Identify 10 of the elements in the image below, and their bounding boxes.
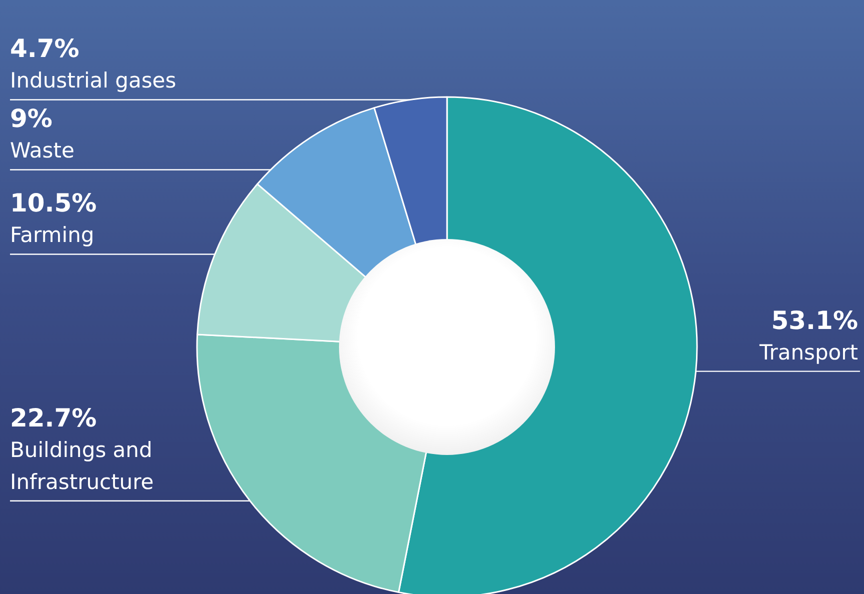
data-label: 22.7% (10, 403, 97, 432)
slice-label: Waste (10, 138, 74, 163)
data-label: 10.5% (10, 188, 97, 218)
slice-label: Buildings and Infrastructure (10, 438, 154, 494)
slice-label: Transport (758, 340, 858, 364)
data-label: 9% (10, 104, 52, 134)
slice-label: Farming (10, 223, 94, 248)
data-label: 4.7% (10, 34, 80, 64)
data-label: 53.1% (771, 306, 858, 335)
slice-label: Industrial gases (10, 68, 176, 93)
